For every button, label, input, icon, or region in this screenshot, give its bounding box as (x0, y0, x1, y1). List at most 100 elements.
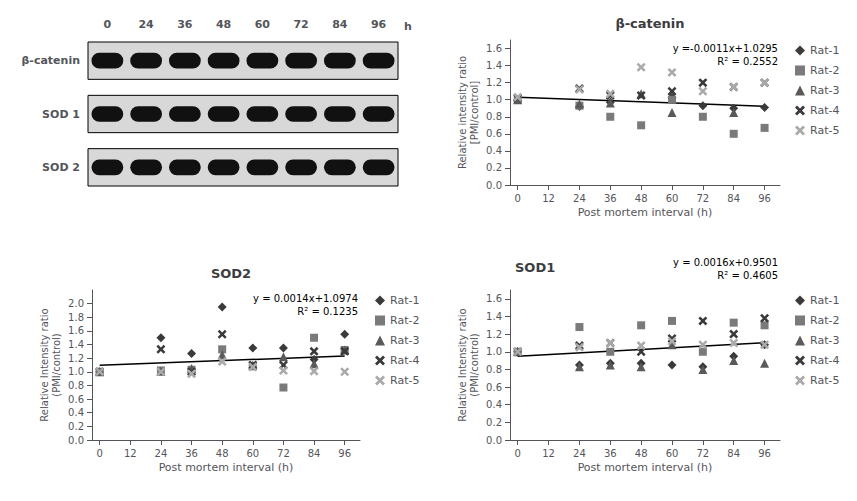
svg-text:24: 24 (138, 18, 154, 31)
svg-text:2.0: 2.0 (68, 298, 84, 309)
svg-text:60: 60 (666, 448, 679, 459)
svg-text:1.2: 1.2 (486, 329, 502, 340)
svg-text:Rat-5: Rat-5 (810, 374, 839, 387)
svg-text:0.0: 0.0 (486, 180, 502, 191)
svg-text:48: 48 (216, 18, 231, 31)
svg-text:0.2: 0.2 (486, 417, 502, 428)
svg-text:84: 84 (727, 193, 740, 204)
svg-text:1.6: 1.6 (68, 325, 84, 336)
svg-text:y = 0.0016x+0.9501: y = 0.0016x+0.9501 (673, 257, 778, 268)
svg-text:0.2: 0.2 (486, 162, 502, 173)
svg-text:84: 84 (332, 18, 348, 31)
svg-text:Relative intensity ratio: Relative intensity ratio (457, 56, 468, 169)
svg-text:0: 0 (515, 448, 521, 459)
svg-text:96: 96 (371, 18, 387, 31)
svg-text:Rat-4: Rat-4 (390, 354, 419, 367)
svg-text:96: 96 (338, 448, 351, 459)
svg-text:60: 60 (255, 18, 271, 31)
svg-text:1.0: 1.0 (486, 346, 502, 357)
svg-text:12: 12 (124, 448, 137, 459)
svg-text:60: 60 (666, 193, 679, 204)
svg-text:R² = 0.2552: R² = 0.2552 (717, 56, 778, 67)
svg-text:84: 84 (727, 448, 740, 459)
svg-text:Rat-5: Rat-5 (390, 374, 419, 387)
svg-text:60: 60 (246, 448, 259, 459)
svg-text:84: 84 (308, 448, 321, 459)
svg-text:Rat-2: Rat-2 (810, 314, 839, 327)
svg-text:Rat-3: Rat-3 (810, 84, 839, 97)
svg-text:(PMI/control): (PMI/control) (469, 333, 480, 397)
svg-text:1.6: 1.6 (486, 43, 502, 54)
svg-text:Rat-4: Rat-4 (810, 354, 839, 367)
svg-text:1.4: 1.4 (68, 339, 84, 350)
svg-text:Rat-5: Rat-5 (810, 124, 839, 137)
svg-text:0.0: 0.0 (486, 435, 502, 446)
svg-text:36: 36 (185, 448, 198, 459)
svg-text:72: 72 (696, 193, 709, 204)
svg-text:Rat-3: Rat-3 (810, 334, 839, 347)
svg-text:Rat-1: Rat-1 (390, 294, 419, 307)
svg-text:0.2: 0.2 (68, 421, 84, 432)
svg-text:48: 48 (635, 193, 648, 204)
svg-text:Relative Intensity ratio: Relative Intensity ratio (457, 308, 468, 421)
svg-text:R² = 0.1235: R² = 0.1235 (297, 306, 358, 317)
svg-text:24: 24 (155, 448, 168, 459)
svg-text:96: 96 (758, 448, 771, 459)
svg-text:0.4: 0.4 (486, 145, 502, 156)
svg-text:0.4: 0.4 (68, 407, 84, 418)
svg-text:36: 36 (177, 18, 193, 31)
svg-text:[PMI/control]: [PMI/control] (469, 81, 480, 145)
svg-text:1.0: 1.0 (486, 94, 502, 105)
svg-text:β-catenin: β-catenin (615, 16, 684, 31)
svg-text:(PMI/control): (PMI/control) (51, 333, 62, 397)
svg-text:SOD 1: SOD 1 (42, 108, 80, 121)
svg-text:1.6: 1.6 (486, 293, 502, 304)
svg-text:Post mortem interval (h): Post mortem interval (h) (159, 461, 294, 474)
svg-text:12: 12 (542, 448, 555, 459)
svg-text:0: 0 (515, 193, 521, 204)
svg-text:0.8: 0.8 (68, 380, 84, 391)
svg-text:1.0: 1.0 (68, 366, 84, 377)
svg-text:SOD1: SOD1 (515, 260, 555, 275)
svg-text:y = 0.0014x+1.0974: y = 0.0014x+1.0974 (253, 293, 358, 304)
svg-text:1.8: 1.8 (68, 312, 84, 323)
svg-text:36: 36 (604, 193, 617, 204)
svg-text:Rat-3: Rat-3 (390, 334, 419, 347)
svg-text:0: 0 (104, 18, 112, 31)
svg-text:0.6: 0.6 (68, 394, 84, 405)
svg-text:Rat-1: Rat-1 (810, 44, 839, 57)
svg-text:1.2: 1.2 (68, 353, 84, 364)
svg-text:h: h (404, 20, 412, 33)
svg-text:36: 36 (604, 448, 617, 459)
svg-text:96: 96 (758, 193, 771, 204)
svg-text:48: 48 (635, 448, 648, 459)
svg-text:Rat-1: Rat-1 (810, 294, 839, 307)
svg-text:y =-0.0011x+1.0295: y =-0.0011x+1.0295 (673, 43, 778, 54)
svg-text:48: 48 (216, 448, 229, 459)
svg-text:Rat-4: Rat-4 (810, 104, 839, 117)
svg-text:SOD2: SOD2 (211, 266, 251, 281)
svg-text:Relative Intensity ratio: Relative Intensity ratio (39, 308, 50, 421)
svg-text:Rat-2: Rat-2 (390, 314, 419, 327)
svg-text:0.8: 0.8 (486, 111, 502, 122)
svg-text:Post mortem interval (h): Post mortem interval (h) (578, 461, 713, 474)
svg-text:1.4: 1.4 (486, 311, 502, 322)
svg-text:0.4: 0.4 (486, 399, 502, 410)
svg-text:12: 12 (542, 193, 555, 204)
svg-text:24: 24 (573, 448, 586, 459)
svg-text:0: 0 (96, 448, 102, 459)
svg-text:72: 72 (293, 18, 308, 31)
svg-text:0.6: 0.6 (486, 128, 502, 139)
svg-text:1.2: 1.2 (486, 77, 502, 88)
svg-text:72: 72 (696, 448, 709, 459)
svg-text:1.4: 1.4 (486, 60, 502, 71)
svg-text:24: 24 (573, 193, 586, 204)
svg-text:Rat-2: Rat-2 (810, 64, 839, 77)
svg-text:0.8: 0.8 (486, 364, 502, 375)
svg-text:0.6: 0.6 (486, 382, 502, 393)
svg-text:Post mortem interval (h): Post mortem interval (h) (578, 206, 713, 219)
svg-text:β-catenin: β-catenin (21, 54, 80, 67)
svg-text:R² = 0.4605: R² = 0.4605 (717, 270, 778, 281)
svg-text:SOD 2: SOD 2 (42, 161, 80, 174)
svg-text:0.0: 0.0 (68, 435, 84, 446)
